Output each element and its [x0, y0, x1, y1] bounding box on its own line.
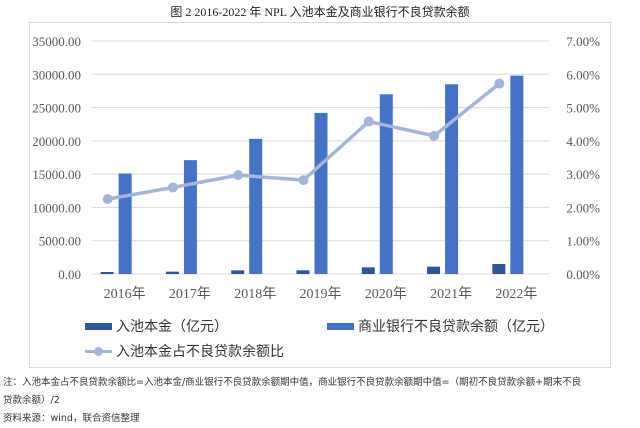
x-tick-label: 2022年 [495, 286, 537, 302]
right-tick-label: 1.00% [566, 234, 600, 249]
right-tick-label: 6.00% [566, 67, 600, 82]
source-note: 资料来源：wind，联合资信整理 [3, 413, 140, 424]
ratio-marker [233, 170, 244, 181]
x-tick-label: 2020年 [365, 286, 407, 302]
legend-item-series1: 入池本金（亿元） [85, 316, 228, 336]
left-axis-ticks: 0.00 5000.00 10000.00 15000.00 20000.00 25000… [32, 34, 81, 282]
x-tick-label: 2021年 [430, 286, 472, 302]
ratio-marker [494, 78, 505, 89]
right-tick-label: 0.00% [566, 267, 600, 282]
bar-npl-principal [165, 271, 179, 274]
right-tick-label: 5.00% [566, 101, 600, 116]
bar-npl-principal [492, 264, 506, 274]
bar-npl-principal [100, 272, 114, 274]
chart-plot: 0.00 5000.00 10000.00 15000.00 20000.00 25000… [32, 34, 600, 302]
bar-bank-npl-balance [183, 160, 197, 274]
x-axis-labels: 2016年 2017年 2018年 2019年 2020年 2021年 2022年 [104, 286, 538, 302]
bar-npl-principal [361, 267, 375, 274]
bar-bank-npl-balance [445, 84, 459, 275]
bar-bank-npl-balance [379, 94, 393, 274]
left-tick-label: 10000.00 [32, 200, 81, 215]
bar-bank-npl-balance [510, 75, 524, 274]
right-tick-label: 3.00% [566, 167, 600, 182]
x-tick-label: 2018年 [234, 286, 276, 302]
bar-npl-principal [427, 266, 441, 274]
right-tick-label: 4.00% [566, 134, 600, 149]
footnote-line1: 注：入池本金占不良贷款余额比=入池本金/商业银行不良贷款余额期中值，商业银行不良… [3, 377, 582, 388]
figure-title: 图 2 2016-2022 年 NPL 入池本金及商业银行不良贷款余额 [170, 5, 470, 19]
legend-item-series3: 入池本金占不良贷款余额比 [85, 341, 284, 361]
left-tick-label: 30000.00 [32, 67, 81, 82]
legend-item-series2: 商业银行不良贷款余额（亿元） [327, 316, 554, 336]
right-tick-label: 2.00% [566, 200, 600, 215]
left-tick-label: 20000.00 [32, 134, 81, 149]
legend-swatch-dark-bar [85, 322, 112, 330]
ratio-marker [429, 130, 440, 141]
bar-npl-principal [296, 270, 310, 274]
bar-bank-npl-balance [249, 138, 263, 274]
bar-bank-npl-balance [314, 112, 328, 274]
x-tick-label: 2016年 [104, 286, 146, 302]
chart-frame [29, 22, 611, 368]
right-axis-ticks: 0.00% 1.00% 2.00% 3.00% 4.00% 5.00% 6.00% 7.00% [566, 34, 600, 282]
line-series [102, 78, 505, 205]
legend-label: 入池本金占不良贷款余额比 [116, 344, 284, 360]
left-tick-label: 0.00 [58, 267, 81, 282]
legend-swatch-line-marker [85, 346, 112, 356]
left-tick-label: 25000.00 [32, 101, 81, 116]
legend-label: 入池本金（亿元） [116, 319, 228, 335]
bar-series [100, 75, 524, 275]
legend-label: 商业银行不良贷款余额（亿元） [358, 319, 554, 335]
right-tick-label: 7.00% [566, 34, 600, 49]
ratio-marker [363, 116, 374, 127]
x-tick-label: 2019年 [300, 286, 342, 302]
bar-npl-principal [231, 270, 245, 274]
left-tick-label: 15000.00 [32, 167, 81, 182]
ratio-marker [102, 194, 113, 205]
ratio-marker [298, 175, 309, 186]
left-tick-label: 5000.00 [39, 234, 81, 249]
footnote-line2: 贷款余额）/2 [3, 395, 60, 406]
ratio-marker [167, 182, 178, 193]
bar-bank-npl-balance [118, 173, 132, 274]
x-tick-label: 2017年 [169, 286, 211, 302]
left-tick-label: 35000.00 [32, 34, 81, 49]
legend-swatch-blue-bar [327, 322, 354, 330]
